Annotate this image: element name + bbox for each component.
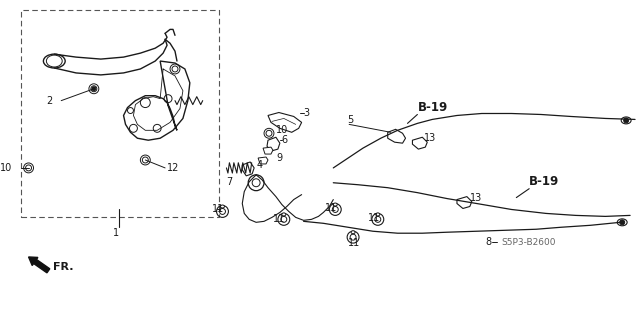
Circle shape <box>620 220 625 225</box>
Ellipse shape <box>351 231 355 234</box>
Ellipse shape <box>621 117 631 124</box>
Text: 11: 11 <box>368 213 380 223</box>
Text: 11: 11 <box>273 214 285 224</box>
Polygon shape <box>457 197 472 209</box>
Text: 4: 4 <box>256 160 262 170</box>
Ellipse shape <box>333 203 337 206</box>
Ellipse shape <box>46 55 62 67</box>
Text: 8: 8 <box>486 237 492 247</box>
Text: 11: 11 <box>348 238 360 248</box>
Polygon shape <box>412 137 428 149</box>
Text: 2: 2 <box>46 96 52 106</box>
Text: 10: 10 <box>276 125 288 135</box>
Text: 6: 6 <box>282 135 288 145</box>
Polygon shape <box>388 129 406 143</box>
Text: 13: 13 <box>424 133 436 143</box>
Text: 13: 13 <box>470 193 482 203</box>
Text: FR.: FR. <box>53 262 74 272</box>
Polygon shape <box>267 137 280 151</box>
Text: B-19: B-19 <box>417 101 447 114</box>
Circle shape <box>92 87 96 91</box>
Polygon shape <box>124 61 190 140</box>
Text: 7: 7 <box>227 177 233 187</box>
Text: S5P3-B2600: S5P3-B2600 <box>502 238 556 247</box>
Bar <box>20 10 218 217</box>
Polygon shape <box>258 157 268 164</box>
Text: 11: 11 <box>212 204 224 214</box>
Polygon shape <box>268 113 301 132</box>
Polygon shape <box>263 147 273 154</box>
Text: B-19: B-19 <box>529 175 559 188</box>
Ellipse shape <box>376 213 380 216</box>
Text: 9: 9 <box>276 153 282 163</box>
Ellipse shape <box>282 213 286 216</box>
Ellipse shape <box>221 205 225 208</box>
Circle shape <box>623 118 628 123</box>
Text: 10: 10 <box>0 163 12 173</box>
Text: 1: 1 <box>113 228 118 238</box>
Text: 3: 3 <box>303 108 310 118</box>
Ellipse shape <box>617 219 627 226</box>
Polygon shape <box>243 162 254 176</box>
Text: 12: 12 <box>167 163 179 173</box>
Text: 11: 11 <box>325 204 338 213</box>
Text: 5: 5 <box>347 115 353 125</box>
Ellipse shape <box>44 54 65 68</box>
FancyArrow shape <box>29 257 50 273</box>
